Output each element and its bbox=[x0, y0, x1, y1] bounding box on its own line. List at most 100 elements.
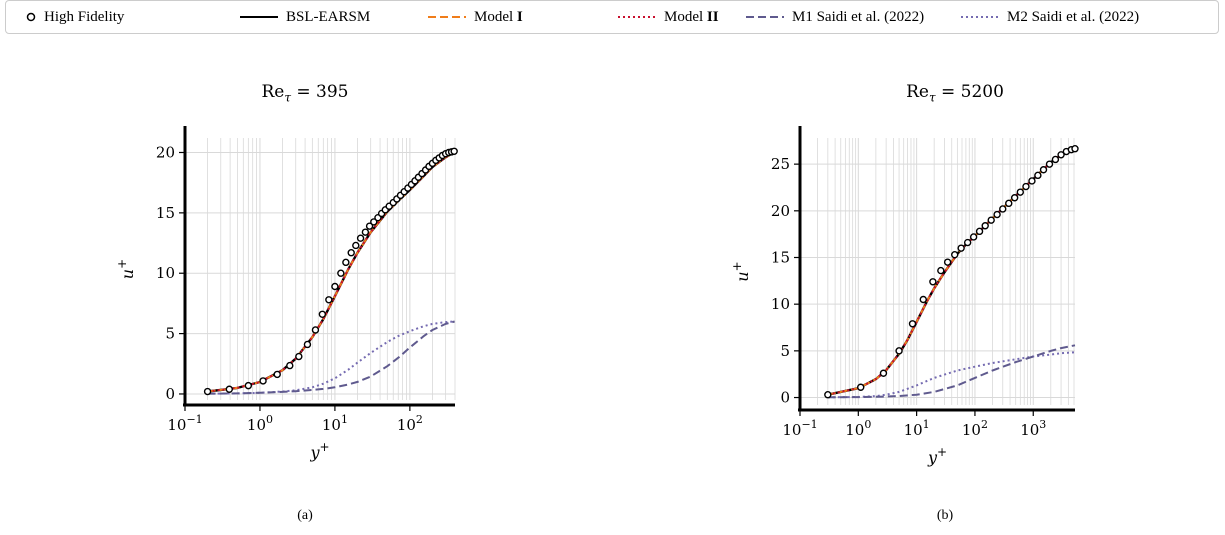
legend-item-s1: M1 Saidi et al. (2022) bbox=[744, 1, 924, 33]
data-point bbox=[1016, 188, 1025, 196]
legend-label-text-hf: High Fidelity bbox=[44, 8, 125, 25]
data-point bbox=[259, 377, 267, 385]
chart-title-b-sub: τ bbox=[928, 90, 936, 105]
y-tick-label: 0 bbox=[165, 385, 175, 403]
data-point bbox=[1022, 182, 1030, 191]
legend-label-bsl: BSL-EARSM bbox=[286, 9, 370, 26]
legend-label-m2: Model II bbox=[664, 9, 719, 26]
data-point bbox=[975, 227, 984, 236]
data-point bbox=[1005, 199, 1013, 208]
data-point bbox=[295, 352, 303, 361]
data-point bbox=[1051, 155, 1060, 164]
x-tick-label: 101 bbox=[322, 413, 348, 434]
legend: High Fidelity BSL-EARSM Model I Model II M1 … bbox=[5, 0, 1219, 34]
y-tick-label: 25 bbox=[771, 155, 790, 173]
y-tick-label: 20 bbox=[771, 202, 790, 220]
chart-a-svg: 0 5 10 15 20 10−1 100 101 102 y+ u+ bbox=[115, 126, 458, 462]
data-point bbox=[303, 340, 312, 349]
legend-item-hf: High Fidelity bbox=[24, 1, 124, 33]
series-line-s1-a bbox=[207, 320, 455, 395]
y-tick-label: 15 bbox=[771, 248, 790, 266]
chart-title-b-rest: = 5200 bbox=[935, 82, 1004, 102]
data-point bbox=[963, 238, 972, 247]
data-point bbox=[1034, 171, 1042, 180]
data-point bbox=[993, 210, 1001, 219]
data-point bbox=[331, 282, 339, 291]
legend-label-text-s2: M2 Saidi et al. (2022) bbox=[1007, 8, 1140, 25]
legend-label-s2: M2 Saidi et al. (2022) bbox=[1007, 9, 1139, 26]
legend-swatch-s1 bbox=[746, 16, 784, 18]
data-point bbox=[1039, 166, 1048, 174]
data-point bbox=[370, 218, 378, 226]
data-point bbox=[929, 278, 937, 286]
data-point bbox=[361, 228, 370, 236]
data-point bbox=[244, 381, 253, 390]
legend-label-text-m1: Model bbox=[474, 8, 517, 25]
y-axis-label-b: u+ bbox=[730, 261, 752, 281]
data-point bbox=[999, 205, 1007, 213]
data-point bbox=[981, 222, 989, 230]
data-point bbox=[450, 147, 458, 155]
series-line-s2-b bbox=[827, 351, 1076, 399]
x-tick-label: 10−1 bbox=[782, 418, 817, 439]
data-point bbox=[1010, 194, 1019, 202]
legend-swatch-s2 bbox=[961, 16, 999, 18]
data-point bbox=[951, 250, 959, 259]
x-tick-label: 102 bbox=[397, 413, 423, 434]
data-point bbox=[987, 216, 995, 224]
legend-swatch-m2 bbox=[618, 16, 656, 18]
data-point bbox=[895, 347, 903, 355]
y-tick-label: 0 bbox=[780, 389, 790, 407]
data-point bbox=[325, 296, 333, 304]
data-point bbox=[337, 269, 345, 277]
legend-label-bold-m2: II bbox=[706, 8, 719, 25]
grid-b bbox=[799, 138, 1075, 405]
caption-b: (b) bbox=[936, 508, 954, 523]
x-tick-label: 103 bbox=[1020, 418, 1046, 439]
legend-item-m2: Model II bbox=[616, 1, 719, 33]
data-point bbox=[908, 320, 917, 328]
chart-title-b-main: Re bbox=[906, 82, 929, 102]
chart-title-a-main: Re bbox=[261, 82, 285, 102]
y-tick-label: 5 bbox=[165, 325, 175, 343]
data-point bbox=[943, 258, 952, 266]
data-point bbox=[318, 310, 327, 318]
data-point bbox=[969, 233, 978, 241]
data-point bbox=[347, 249, 355, 257]
caption-a: (a) bbox=[297, 508, 313, 523]
legend-swatch-m1 bbox=[428, 16, 466, 18]
legend-label-s1: M1 Saidi et al. (2022) bbox=[792, 9, 924, 26]
chart-title-a-rest: = 395 bbox=[291, 82, 349, 102]
legend-label-m1: Model I bbox=[474, 9, 523, 26]
x-tick-label: 100 bbox=[247, 413, 273, 434]
data-point bbox=[937, 266, 945, 275]
data-point bbox=[342, 258, 350, 267]
data-point bbox=[352, 241, 360, 250]
chart-panel-a: Reτ = 395 0 5 10 15 20 10−1 100 101 102 y+ u+ (a) bbox=[5, 60, 605, 530]
legend-items: High Fidelity BSL-EARSM Model I Model II M1 … bbox=[6, 1, 1218, 33]
y-tick-label: 15 bbox=[156, 204, 175, 222]
legend-swatch-bsl bbox=[240, 16, 278, 18]
data-point bbox=[273, 370, 281, 379]
legend-item-m1: Model I bbox=[426, 1, 523, 33]
data-point bbox=[919, 295, 927, 304]
data-point bbox=[857, 383, 865, 391]
series-hf-b bbox=[824, 145, 1079, 399]
data-point bbox=[286, 361, 294, 370]
series-hf-a bbox=[203, 147, 458, 396]
legend-item-bsl: BSL-EARSM bbox=[238, 1, 370, 33]
y-tick-label: 20 bbox=[156, 143, 175, 161]
y-tick-label: 10 bbox=[156, 264, 175, 282]
data-point bbox=[957, 244, 965, 252]
x-tick-label: 102 bbox=[962, 418, 988, 439]
data-point bbox=[1028, 177, 1036, 185]
x-tick-label: 100 bbox=[845, 418, 871, 439]
chart-title-b: Reτ = 5200 bbox=[865, 82, 1045, 104]
data-point bbox=[1057, 151, 1065, 159]
legend-label-text-bsl: BSL-EARSM bbox=[286, 8, 371, 25]
legend-label-hf: High Fidelity bbox=[44, 9, 124, 26]
data-point bbox=[1045, 160, 1054, 168]
y-axis-label-a: u+ bbox=[115, 259, 137, 279]
series-line-s1-b bbox=[827, 344, 1076, 399]
data-point bbox=[311, 326, 320, 334]
